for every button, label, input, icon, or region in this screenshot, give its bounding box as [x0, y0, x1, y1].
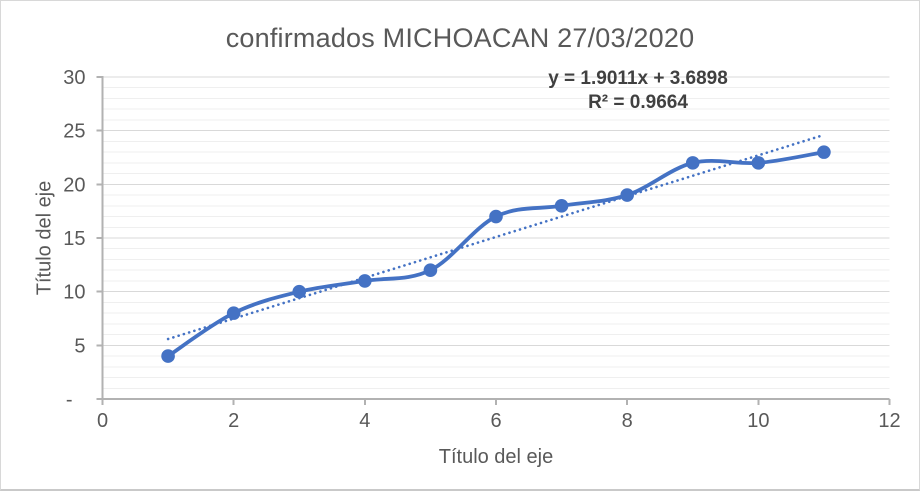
trendline-label: y = 1.9011x + 3.6898 R² = 0.9664: [498, 67, 778, 115]
data-point-marker: [620, 188, 634, 202]
trendline-r-squared: R² = 0.9664: [588, 92, 688, 113]
y-tick-label: 30: [63, 67, 85, 89]
x-axis-title: Título del eje: [438, 446, 554, 468]
x-tick-label: 6: [490, 410, 501, 432]
y-tick-label: 5: [74, 335, 85, 357]
x-tick-label: 10: [747, 410, 769, 432]
trendline: [166, 133, 826, 341]
data-point-marker: [685, 156, 700, 170]
data-point-marker: [292, 284, 307, 299]
trendline-equation: y = 1.9011x + 3.6898: [548, 68, 728, 89]
y-axis-title: Título del eje: [33, 180, 56, 296]
data-point-marker: [358, 274, 372, 288]
y-tick-label: 20: [63, 174, 85, 196]
series-line: [166, 150, 826, 358]
x-tick-label: 2: [228, 410, 239, 432]
chart-title: confirmados MICHOACAN 27/03/2020: [225, 23, 695, 53]
x-tick-label: 12: [878, 410, 900, 432]
data-point-marker: [161, 349, 175, 363]
data-point-marker: [423, 263, 438, 278]
data-point-marker: [817, 145, 831, 159]
y-tick-label: 25: [63, 121, 85, 143]
data-point-marker: [489, 209, 503, 224]
y-tick-label: -: [66, 389, 73, 411]
x-tick-label: 0: [97, 410, 108, 432]
y-tick-label: 10: [63, 282, 85, 304]
x-tick-label: 4: [359, 410, 370, 432]
data-point-marker: [226, 306, 241, 320]
data-point-marker: [751, 156, 766, 170]
x-tick-label: 8: [622, 410, 633, 432]
y-tick-label: 15: [63, 228, 85, 250]
data-point-marker: [554, 199, 569, 213]
